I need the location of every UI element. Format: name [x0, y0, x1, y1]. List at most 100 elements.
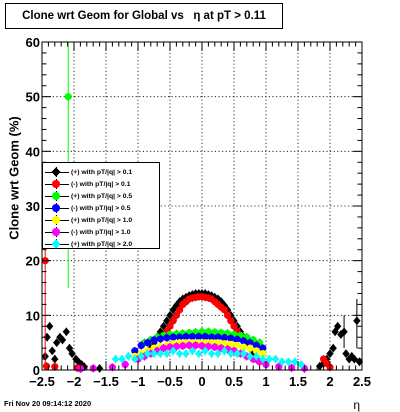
data-point — [176, 306, 184, 314]
data-point — [68, 349, 76, 358]
series-1 — [41, 256, 334, 373]
y-axis-label: Clone wrt Geom (%) — [6, 116, 22, 240]
data-point — [240, 349, 248, 358]
y-tick-label: 60 — [26, 35, 40, 50]
data-point — [42, 362, 51, 370]
legend-marker — [43, 226, 71, 238]
data-point — [342, 349, 350, 358]
data-point — [259, 350, 267, 358]
timestamp: Fri Nov 20 09:14:12 2020 — [4, 399, 92, 408]
y-tick-label: 30 — [26, 199, 40, 214]
data-point — [233, 349, 241, 358]
data-point — [169, 333, 177, 341]
chart-title: Clone wrt Geom for Global vs η at pT > 0… — [5, 3, 283, 29]
series-layer — [41, 42, 364, 373]
data-point — [112, 354, 120, 364]
data-point — [208, 333, 216, 341]
data-point — [329, 343, 337, 353]
y-tick-label: 40 — [26, 144, 40, 159]
x-tick-label: 0 — [198, 374, 205, 389]
data-point — [195, 333, 203, 341]
data-point — [156, 349, 164, 358]
data-point — [137, 351, 145, 361]
x-tick-label: −0.5 — [157, 374, 183, 389]
series-5 — [76, 341, 308, 373]
data-point — [198, 342, 206, 350]
legend-marker — [43, 214, 71, 226]
legend-label: (-) with pT/|q| > 0.5 — [71, 204, 131, 212]
y-axis-label-container: Clone wrt Geom (%) — [2, 116, 26, 240]
data-point — [291, 357, 299, 367]
data-point — [224, 311, 232, 319]
data-point — [163, 334, 171, 342]
data-point — [176, 349, 184, 358]
data-point — [227, 317, 235, 325]
data-point — [192, 341, 200, 349]
data-point — [46, 321, 54, 331]
data-point — [326, 349, 334, 358]
data-point — [131, 354, 139, 364]
legend-entry: (+) with pT/|q| > 2.0 — [43, 238, 159, 250]
data-point — [272, 354, 280, 364]
x-tick-label: −2.5 — [29, 374, 55, 389]
legend-entry: (-) with pT/|q| > 1.0 — [43, 226, 159, 238]
legend-entry: (-) with pT/|q| > 0.5 — [43, 202, 159, 214]
data-point — [163, 349, 171, 358]
data-point — [350, 354, 358, 364]
data-point — [182, 349, 190, 358]
data-point — [233, 335, 241, 343]
data-point — [169, 317, 177, 325]
x-tick-label: 1 — [262, 374, 269, 389]
legend-entry: (-) with pT/|q| > 0.1 — [43, 178, 159, 190]
legend-label: (-) with pT/|q| > 0.1 — [71, 180, 131, 188]
x-tick-label: −1.5 — [93, 374, 119, 389]
legend-marker — [43, 238, 71, 250]
data-point — [230, 322, 238, 330]
data-point — [208, 349, 216, 358]
data-point — [214, 333, 222, 341]
data-point — [240, 343, 248, 351]
data-point — [220, 334, 228, 342]
legend-entry: (+) with pT/|q| > 0.1 — [43, 166, 159, 178]
data-point — [124, 351, 132, 361]
y-tick-label: 50 — [26, 90, 40, 105]
legend-label: (+) with pT/|q| > 1.0 — [71, 216, 133, 224]
data-point — [297, 360, 305, 369]
legend-label: (+) with pT/|q| > 0.5 — [71, 192, 133, 200]
data-point — [166, 322, 174, 330]
data-point — [246, 351, 254, 361]
data-point — [51, 354, 59, 364]
data-point — [355, 357, 364, 367]
x-tick-label: 0.5 — [225, 374, 243, 389]
data-point — [144, 339, 152, 347]
data-point — [121, 360, 129, 369]
x-tick-label: −2 — [67, 374, 82, 389]
axes: −2.5 −2 −1.5 −1 −0.5 0 0.5 1 1.5 2 2.5 0 10 20 30 40 50 6… — [26, 35, 372, 389]
data-point — [156, 327, 164, 337]
x-tick-label: 2 — [326, 374, 333, 389]
data-point — [78, 360, 86, 369]
data-point — [188, 346, 196, 356]
data-point — [131, 347, 139, 355]
data-point — [227, 334, 235, 342]
data-point — [169, 346, 177, 356]
y-tick-label: 0 — [33, 363, 40, 378]
data-point — [233, 341, 241, 349]
data-point — [182, 333, 190, 341]
x-axis-label: η — [353, 398, 360, 412]
data-point — [201, 333, 209, 341]
data-point — [201, 346, 209, 356]
data-point — [252, 341, 260, 349]
data-point — [284, 357, 292, 367]
data-point — [259, 354, 267, 364]
data-point — [150, 336, 158, 344]
data-point — [252, 347, 260, 355]
data-point — [185, 341, 193, 349]
data-point — [188, 333, 196, 341]
data-point — [179, 342, 187, 350]
legend-marker — [43, 166, 71, 178]
legend-marker — [43, 178, 71, 190]
data-point — [334, 321, 342, 331]
y-tick-label: 10 — [26, 308, 40, 323]
